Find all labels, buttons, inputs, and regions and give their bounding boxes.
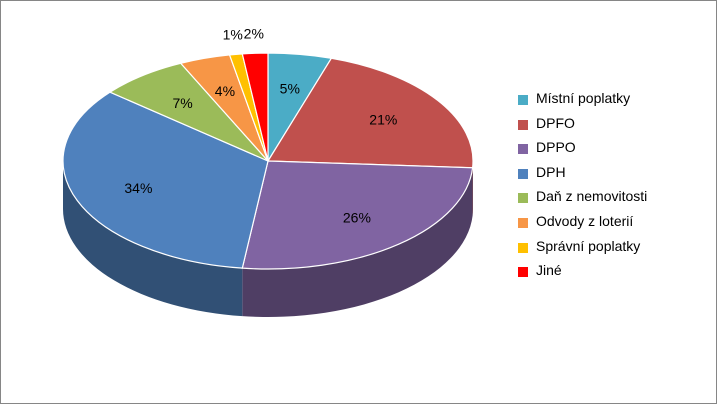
pie-top xyxy=(63,53,473,269)
data-label-dan-z-nemovitosti: 7% xyxy=(172,95,192,111)
legend-label: Místní poplatky xyxy=(536,90,630,106)
legend-label: DPPO xyxy=(536,139,576,155)
data-label-dph: 34% xyxy=(124,180,152,196)
legend-label: DPH xyxy=(536,164,566,180)
legend-item-odvody-z-loterii: Odvody z loterií xyxy=(518,211,713,236)
legend-swatch xyxy=(518,144,528,154)
legend-item-dan-z-nemovitosti: Daň z nemovitosti xyxy=(518,186,713,211)
legend-item-spravni-poplatky: Správní poplatky xyxy=(518,236,713,261)
legend-label: Jiné xyxy=(536,262,562,278)
data-label-mistni-poplatky: 5% xyxy=(280,81,300,97)
legend-label: Daň z nemovitosti xyxy=(536,188,647,204)
legend-swatch xyxy=(518,169,528,179)
legend-label: Odvody z loterií xyxy=(536,213,633,229)
data-label-dpfo: 21% xyxy=(369,112,397,128)
legend-label: Správní poplatky xyxy=(536,238,640,254)
legend-swatch xyxy=(518,193,528,203)
legend-swatch xyxy=(518,218,528,228)
legend-item-dppo: DPPO xyxy=(518,137,713,162)
legend: Místní poplatky DPFO DPPO DPH Daň z nemovito… xyxy=(518,88,713,285)
legend-label: DPFO xyxy=(536,115,575,131)
legend-swatch xyxy=(518,95,528,105)
legend-swatch xyxy=(518,243,528,253)
legend-swatch xyxy=(518,120,528,130)
legend-item-dph: DPH xyxy=(518,162,713,187)
data-label-spravni-poplatky: 1% xyxy=(223,27,243,43)
legend-item-dpfo: DPFO xyxy=(518,113,713,138)
data-label-jine: 2% xyxy=(244,25,264,41)
data-label-dppo: 26% xyxy=(343,210,371,226)
data-label-odvody-z-loterii: 4% xyxy=(215,83,235,99)
legend-item-jine: Jiné xyxy=(518,260,713,285)
legend-swatch xyxy=(518,267,528,277)
legend-item-mistni-poplatky: Místní poplatky xyxy=(518,88,713,113)
